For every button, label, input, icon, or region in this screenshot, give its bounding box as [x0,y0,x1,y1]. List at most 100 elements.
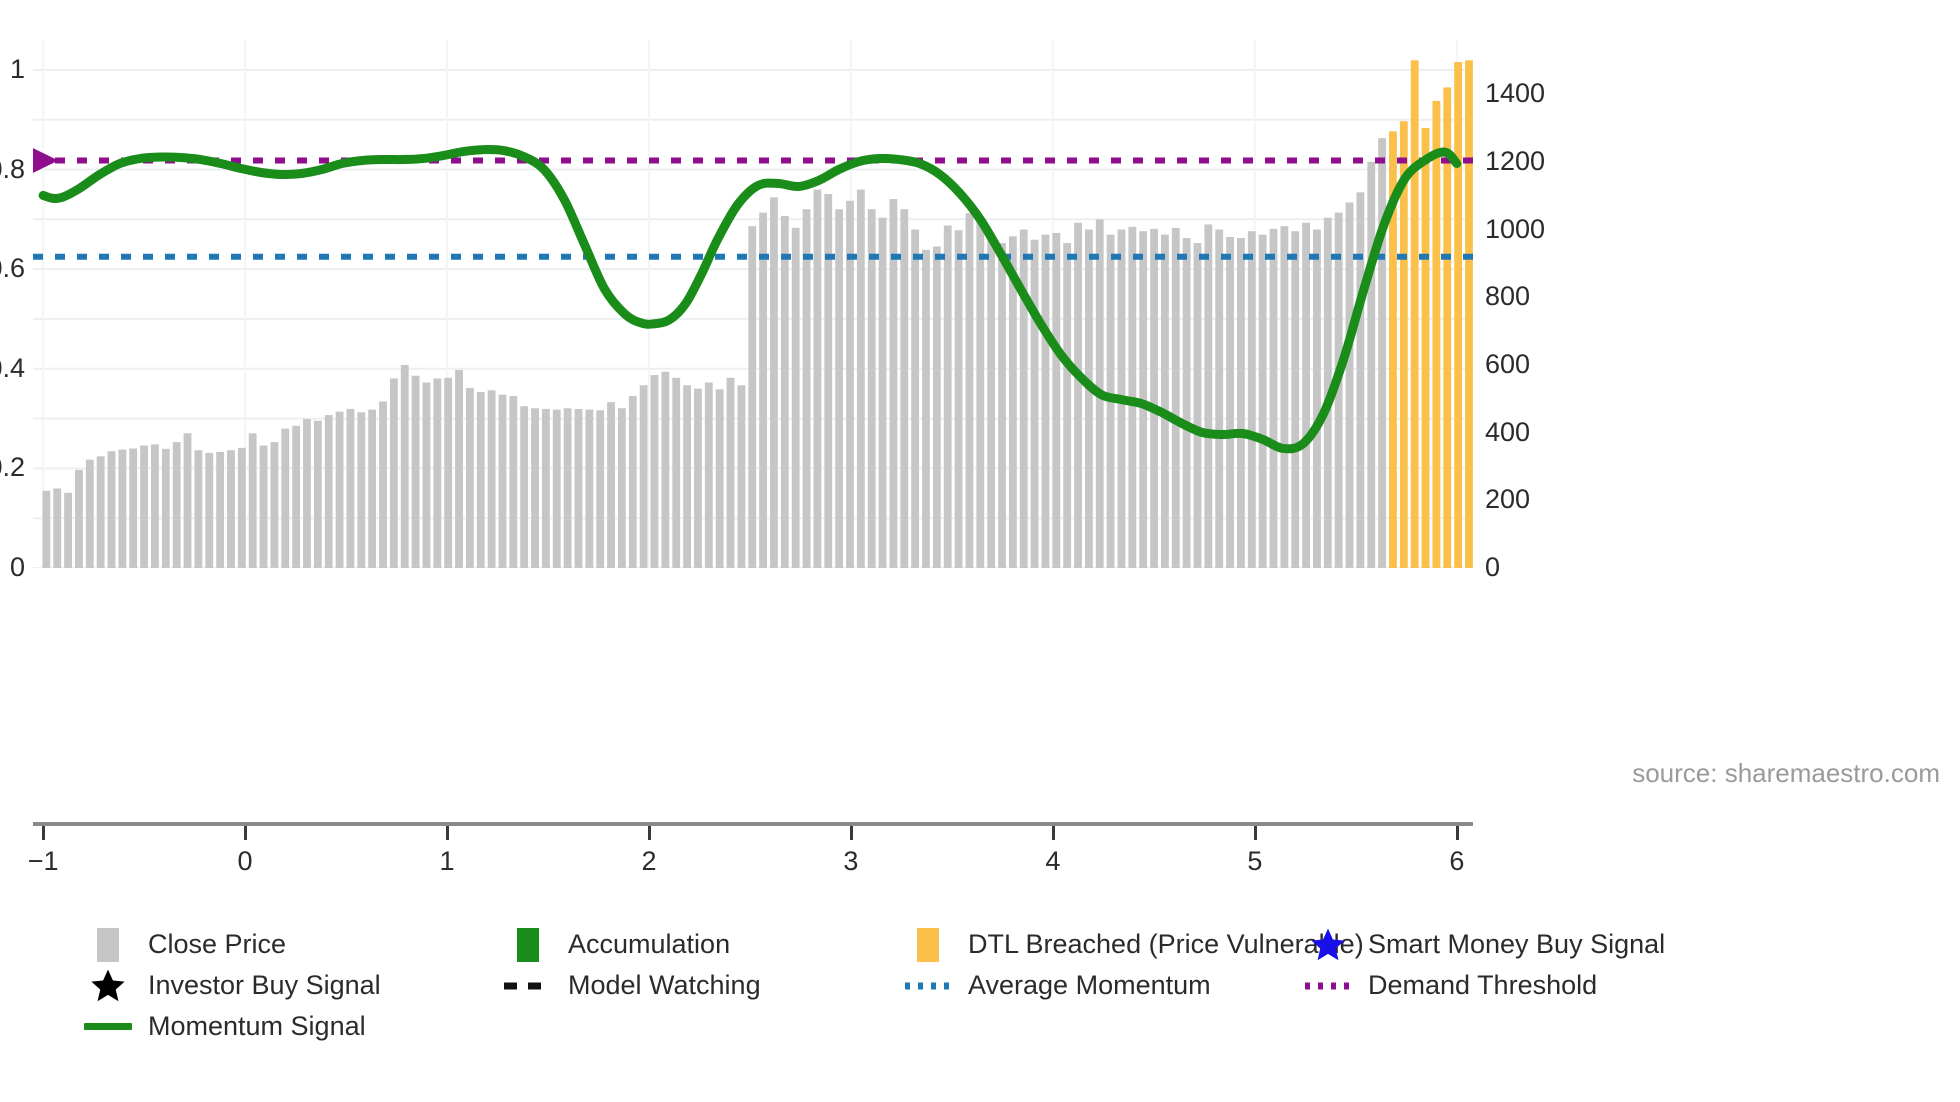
bar-close-price [1074,222,1082,568]
bar-close-price [379,401,387,568]
legend-item-label: Average Momentum [968,970,1211,1000]
bar-close-price [661,371,670,568]
legend-item-close-price[interactable]: Close Price [80,925,286,965]
bar-close-price [1313,229,1321,568]
close-price-bars [42,60,1473,568]
legend-item-smart-money-buy-signal[interactable]: Smart Money Buy Signal [1300,925,1665,965]
legend-item-accumulation[interactable]: Accumulation [500,925,730,965]
y-right-tick-label: 1000 [1485,213,1546,244]
bar-dtl-breached [1443,87,1452,568]
bar-close-price [835,209,844,568]
bar-close-price [1247,231,1256,568]
y-left-tick-label: 0.4 [0,352,25,383]
x-axis-line [33,822,1473,826]
bar-close-price [1356,192,1365,568]
bar-close-price [444,377,453,568]
bar-close-price [183,433,192,568]
bar-close-price [487,390,496,568]
y-right-tick-label: 400 [1485,416,1531,447]
chart-legend: Close Price Accumulation DTL Breached (Pri… [80,924,1940,1047]
x-axis-tick-label: 1 [439,846,455,876]
y-left-tick-label: 1 [9,53,25,84]
x-axis-tick-mark [849,826,853,840]
legend-row: Close Price Accumulation DTL Breached (Pri… [80,924,1940,965]
bar-close-price [498,394,507,568]
legend-item-model-watching[interactable]: Model Watching [500,966,761,1006]
bar-close-price [780,216,789,568]
bar-close-price [1008,236,1017,568]
bar-close-price [704,382,713,568]
momentum-signal-line [38,145,1462,454]
bar-close-price [1019,229,1028,568]
bar-close-price [932,246,941,568]
y-left-tick-label: 0.8 [0,153,25,184]
bar-close-price [161,448,170,568]
star-icon [1311,928,1345,960]
legend-item-average-momentum[interactable]: Average Momentum [900,966,1211,1006]
bar-close-price [998,243,1006,568]
dotted-line-icon [900,968,956,1004]
bar-close-price [726,377,735,568]
x-axis-tick-label: −1 [27,846,59,876]
bar-close-price [520,406,529,568]
bar-close-price [1041,234,1050,568]
bar-close-price [911,229,920,568]
bar-close-price [541,408,550,568]
swatch-icon [900,927,956,963]
legend-item-investor-buy-signal[interactable]: Investor Buy Signal [80,966,381,1006]
plot-area [33,40,1473,568]
bar-close-price [270,442,279,568]
legend-item-demand-threshold[interactable]: Demand Threshold [1300,966,1597,1006]
y-left-tick-label: 0 [9,552,25,582]
legend-item-label: Investor Buy Signal [148,970,381,1000]
star-icon [91,969,125,1001]
y-right-tick-label: 1400 [1485,78,1546,109]
legend-item-label: Accumulation [568,929,731,959]
x-axis-tick-label: 3 [843,846,859,876]
bar-close-price [922,249,930,568]
legend-item-label: Smart Money Buy Signal [1368,929,1666,959]
x-axis-tick-label: 4 [1045,846,1061,876]
bar-close-price [1334,212,1343,568]
dashed-line-icon [500,968,556,1004]
bar-close-price [476,392,485,568]
bar-close-price [227,450,235,568]
bar-close-price [64,492,72,568]
bar-close-price [433,378,442,568]
bar-close-price [1258,234,1267,568]
bar-dtl-breached [1421,128,1430,568]
bar-close-price [389,378,398,568]
bar-close-price [1161,234,1169,568]
bar-close-price [346,408,355,568]
bar-close-price [1084,229,1093,568]
line-swatch [84,1023,132,1030]
color-swatch [917,927,939,962]
demand-threshold-start-arrow-marker [33,148,59,173]
bar-close-price [715,389,724,568]
color-swatch [517,927,539,962]
solid-line-icon [80,1009,136,1045]
bar-close-price [813,189,822,568]
bar-close-price [368,409,377,568]
legend-item-dtl-breached[interactable]: DTL Breached (Price Vulnerable) [900,925,1364,965]
legend-item-momentum-signal[interactable]: Momentum Signal [80,1007,366,1047]
bar-close-price [552,409,561,568]
bar-close-price [878,217,887,568]
bar-close-price [628,396,637,568]
bar-close-price [1237,238,1245,568]
x-axis-tick-label: 6 [1449,846,1465,876]
x-axis-tick-mark [1455,826,1459,840]
bar-close-price [965,213,974,568]
x-axis-tick-mark [1253,826,1257,840]
bar-close-price [1269,228,1278,568]
bar-close-price [748,226,757,568]
bar-close-price [335,411,344,568]
bar-close-price [53,488,62,568]
bar-close-price [585,409,594,568]
swatch-icon [500,927,556,963]
bar-close-price [1302,222,1310,568]
bar-close-price [1193,243,1202,568]
x-axis-tick-mark [42,826,46,840]
x-axis-tick-label: 5 [1247,846,1263,876]
